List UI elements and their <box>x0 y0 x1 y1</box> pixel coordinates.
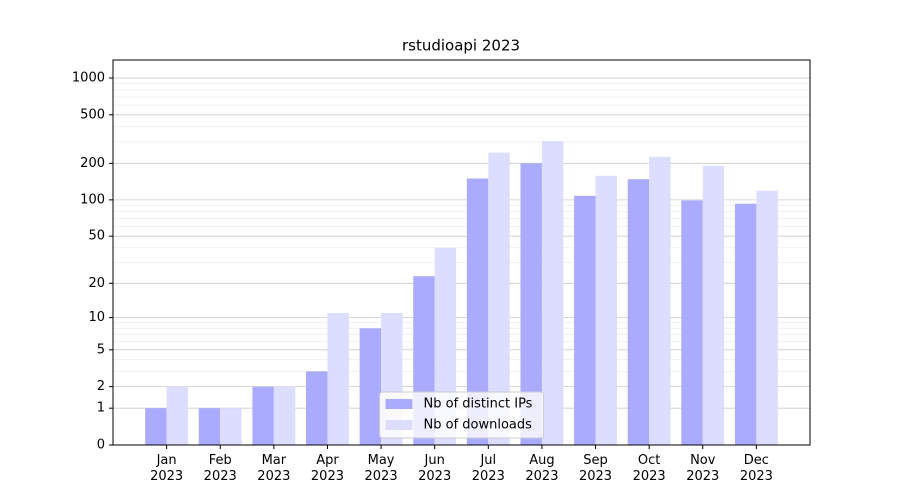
legend: Nb of distinct IPs Nb of downloads <box>379 391 544 439</box>
bar <box>681 200 703 445</box>
bar <box>541 140 564 445</box>
chart-title: rstudioapi 2023 <box>402 37 520 55</box>
bar <box>198 408 221 445</box>
x-tick-label: Jan 2023 <box>150 453 184 484</box>
y-tick-label: 20 <box>88 276 105 291</box>
y-tick-label: 0 <box>97 438 105 453</box>
y-tick-label: 100 <box>80 192 105 207</box>
bar <box>488 152 510 445</box>
y-tick-label: 50 <box>88 229 105 244</box>
bar <box>574 195 596 445</box>
legend-swatch <box>385 420 413 430</box>
legend-box <box>379 391 544 439</box>
bar <box>627 179 650 445</box>
x-tick-label: Nov 2023 <box>686 453 720 484</box>
x-tick-label: Mar 2023 <box>257 453 291 484</box>
legend-label: Nb of downloads <box>424 418 533 433</box>
bar <box>220 408 242 445</box>
bar <box>649 156 671 445</box>
bar <box>520 163 542 445</box>
bar <box>595 175 617 445</box>
x-tick-label: Jul 2023 <box>471 453 505 484</box>
bar <box>359 328 382 445</box>
bar <box>306 371 328 445</box>
x-tick-label: Aug 2023 <box>525 453 559 484</box>
y-tick-label: 200 <box>80 156 105 171</box>
legend-label: Nb of distinct IPs <box>424 397 533 412</box>
bar <box>327 313 349 445</box>
bar <box>466 178 489 446</box>
bar <box>145 408 167 445</box>
x-tick-label: Jun 2023 <box>418 453 452 484</box>
x-tick-label: Apr 2023 <box>310 453 344 484</box>
x-tick-label: Sep 2023 <box>578 453 613 484</box>
plot-frame <box>112 59 811 446</box>
x-tick-label: Dec 2023 <box>739 453 773 484</box>
bar <box>734 203 757 445</box>
y-tick-label: 2 <box>97 379 105 394</box>
y-tick-label: 5 <box>97 342 105 357</box>
bar <box>166 386 189 445</box>
y-tick-label: 1 <box>97 401 105 416</box>
y-tick-label: 1000 <box>72 71 105 86</box>
legend-swatch <box>385 399 413 409</box>
x-tick-label: Feb 2023 <box>203 453 237 484</box>
y-tick-label: 10 <box>88 310 105 325</box>
y-tick-label: 500 <box>80 107 105 122</box>
bar <box>273 386 296 445</box>
bar <box>252 386 274 445</box>
x-tick-label: May 2023 <box>364 453 398 484</box>
bar <box>756 190 778 445</box>
x-tick-label: Oct 2023 <box>632 453 666 484</box>
bar <box>702 165 725 445</box>
